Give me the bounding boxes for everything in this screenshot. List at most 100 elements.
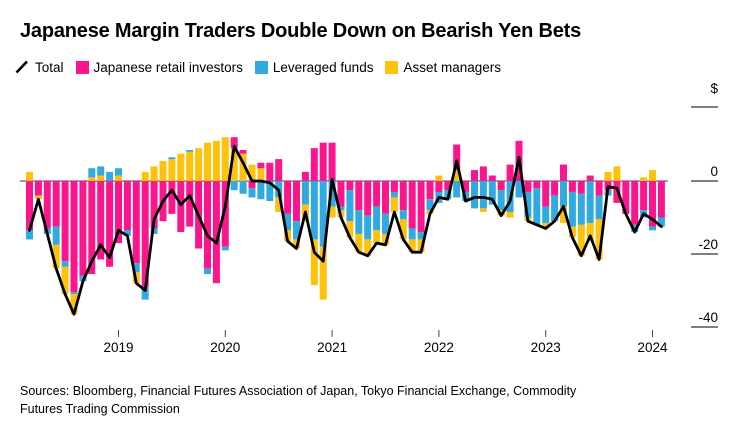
- bar-seg-neg-leveraged_funds: [70, 292, 78, 295]
- y-tick-label--40: -40: [698, 310, 718, 325]
- bar-seg-neg-asset_managers: [586, 222, 594, 242]
- bar-seg-neg-leveraged_funds: [61, 261, 69, 267]
- bar-seg-neg-leveraged_funds: [390, 191, 398, 198]
- source-attribution: Sources: Bloomberg, Financial Futures As…: [20, 382, 720, 418]
- bar-seg-neg-leveraged_funds: [364, 215, 372, 240]
- bar-seg-neg-leveraged_funds: [293, 221, 300, 240]
- x-tick-label-2024: 2024: [637, 340, 668, 355]
- bar-seg-pos-japanese_retail_investors: [453, 144, 461, 171]
- bar-seg-neg-asset_managers: [34, 195, 42, 200]
- bar-seg-neg-leveraged_funds: [515, 181, 523, 198]
- bar-seg-pos-asset_managers: [257, 168, 265, 181]
- bar-seg-pos-japanese_retail_investors: [479, 166, 487, 181]
- bar-seg-neg-asset_managers: [346, 221, 354, 238]
- bar-seg-pos-asset_managers: [97, 175, 105, 181]
- total-line: [28, 144, 663, 316]
- bar-seg-pos-leveraged_funds: [168, 157, 176, 160]
- bar-seg-pos-asset_managers: [195, 148, 203, 181]
- bar-seg-neg-asset_managers: [542, 222, 550, 229]
- bar-seg-pos-asset_managers: [640, 177, 648, 181]
- bar-seg-neg-japanese_retail_investors: [106, 181, 114, 267]
- bar-seg-pos-asset_managers: [453, 170, 461, 181]
- bar-seg-pos-japanese_retail_investors: [319, 142, 327, 181]
- bar-seg-neg-japanese_retail_investors: [595, 181, 603, 196]
- bar-seg-neg-japanese_retail_investors: [640, 181, 648, 211]
- bar-seg-neg-leveraged_funds: [595, 195, 603, 220]
- y-axis-unit-label: $: [710, 81, 718, 96]
- bar-seg-neg-leveraged_funds: [132, 263, 140, 273]
- bar-seg-neg-japanese_retail_investors: [551, 181, 559, 196]
- bar-seg-neg-japanese_retail_investors: [70, 181, 78, 293]
- bar-seg-neg-asset_managers: [417, 239, 425, 253]
- bar-seg-neg-leveraged_funds: [568, 191, 576, 227]
- bar-seg-neg-japanese_retail_investors: [97, 181, 105, 260]
- bar-seg-neg-asset_managers: [479, 208, 487, 213]
- bar-seg-pos-japanese_retail_investors: [560, 164, 567, 181]
- bar-seg-neg-japanese_retail_investors: [355, 181, 363, 211]
- bar-seg-neg-leveraged_funds: [150, 228, 158, 234]
- bar-seg-neg-japanese_retail_investors: [417, 181, 425, 233]
- legend-item-leveraged: Leveraged funds: [254, 60, 373, 75]
- bar-seg-pos-japanese_retail_investors: [586, 175, 594, 181]
- legend-item-total: Total: [14, 59, 64, 75]
- total-line-icon: [14, 59, 30, 75]
- bar-seg-neg-japanese_retail_investors: [622, 181, 630, 214]
- bar-seg-neg-leveraged_funds: [257, 181, 265, 200]
- bar-seg-neg-leveraged_funds: [657, 217, 665, 227]
- bar-seg-neg-japanese_retail_investors: [568, 181, 576, 192]
- bar-seg-pos-asset_managers: [604, 171, 612, 181]
- bar-seg-neg-leveraged_funds: [586, 181, 594, 223]
- bar-seg-neg-japanese_retail_investors: [204, 181, 211, 269]
- bar-seg-neg-asset_managers: [61, 266, 69, 295]
- bar-seg-neg-leveraged_funds: [248, 188, 256, 198]
- leveraged-swatch-icon: [254, 60, 268, 74]
- bar-seg-pos-asset_managers: [435, 175, 443, 181]
- bar-seg-pos-asset_managers: [88, 177, 96, 181]
- bar-seg-neg-leveraged_funds: [328, 181, 336, 207]
- bar-seg-pos-leveraged_funds: [97, 166, 105, 176]
- bar-seg-neg-japanese_retail_investors: [52, 181, 60, 227]
- bar-seg-pos-japanese_retail_investors: [328, 142, 336, 181]
- bar-seg-pos-japanese_retail_investors: [471, 170, 478, 181]
- bar-seg-neg-japanese_retail_investors: [346, 181, 354, 191]
- bar-seg-neg-leveraged_funds: [542, 206, 550, 223]
- bar-seg-neg-leveraged_funds: [560, 181, 567, 207]
- bar-seg-neg-japanese_retail_investors: [34, 181, 42, 196]
- bar-seg-neg-leveraged_funds: [310, 181, 318, 240]
- bar-seg-neg-japanese_retail_investors: [497, 181, 505, 191]
- bar-seg-neg-japanese_retail_investors: [88, 181, 96, 275]
- bar-seg-neg-leveraged_funds: [373, 206, 381, 231]
- bar-seg-pos-japanese_retail_investors: [230, 137, 238, 149]
- bar-seg-neg-japanese_retail_investors: [115, 181, 122, 244]
- bar-seg-neg-leveraged_funds: [346, 190, 354, 222]
- bar-seg-neg-leveraged_funds: [337, 206, 345, 211]
- x-tick-label-2021: 2021: [317, 340, 347, 355]
- bar-seg-neg-leveraged_funds: [426, 199, 434, 211]
- bar-seg-neg-leveraged_funds: [266, 181, 274, 202]
- bar-seg-neg-leveraged_funds: [221, 246, 229, 251]
- bar-seg-neg-japanese_retail_investors: [186, 181, 194, 227]
- source-line-1: Sources: Bloomberg, Financial Futures As…: [20, 384, 577, 398]
- x-tick-label-2019: 2019: [103, 340, 133, 355]
- retail-swatch-icon: [75, 60, 89, 74]
- bar-seg-neg-leveraged_funds: [631, 224, 639, 233]
- bar-seg-neg-asset_managers: [319, 246, 327, 300]
- bar-seg-pos-asset_managers: [150, 166, 158, 181]
- x-tick-label-2022: 2022: [424, 340, 454, 355]
- bar-seg-neg-leveraged_funds: [471, 181, 478, 209]
- bar-seg-neg-japanese_retail_investors: [293, 181, 300, 222]
- bar-seg-neg-japanese_retail_investors: [390, 181, 398, 192]
- bar-seg-pos-asset_managers: [239, 153, 247, 181]
- bar-seg-pos-asset_managers: [221, 137, 229, 181]
- bar-seg-neg-japanese_retail_investors: [462, 181, 470, 192]
- x-tick-label-2020: 2020: [210, 340, 240, 355]
- bar-seg-neg-asset_managers: [364, 239, 372, 256]
- legend-label-retail: Japanese retail investors: [93, 59, 243, 75]
- bar-seg-pos-japanese_retail_investors: [257, 162, 265, 169]
- bar-seg-pos-leveraged_funds: [88, 168, 96, 178]
- bar-seg-neg-leveraged_funds: [204, 268, 211, 275]
- bar-seg-neg-japanese_retail_investors: [524, 181, 532, 192]
- bar-seg-neg-asset_managers: [560, 206, 567, 223]
- bar-seg-neg-japanese_retail_investors: [141, 181, 149, 287]
- bar-seg-pos-asset_managers: [177, 153, 185, 181]
